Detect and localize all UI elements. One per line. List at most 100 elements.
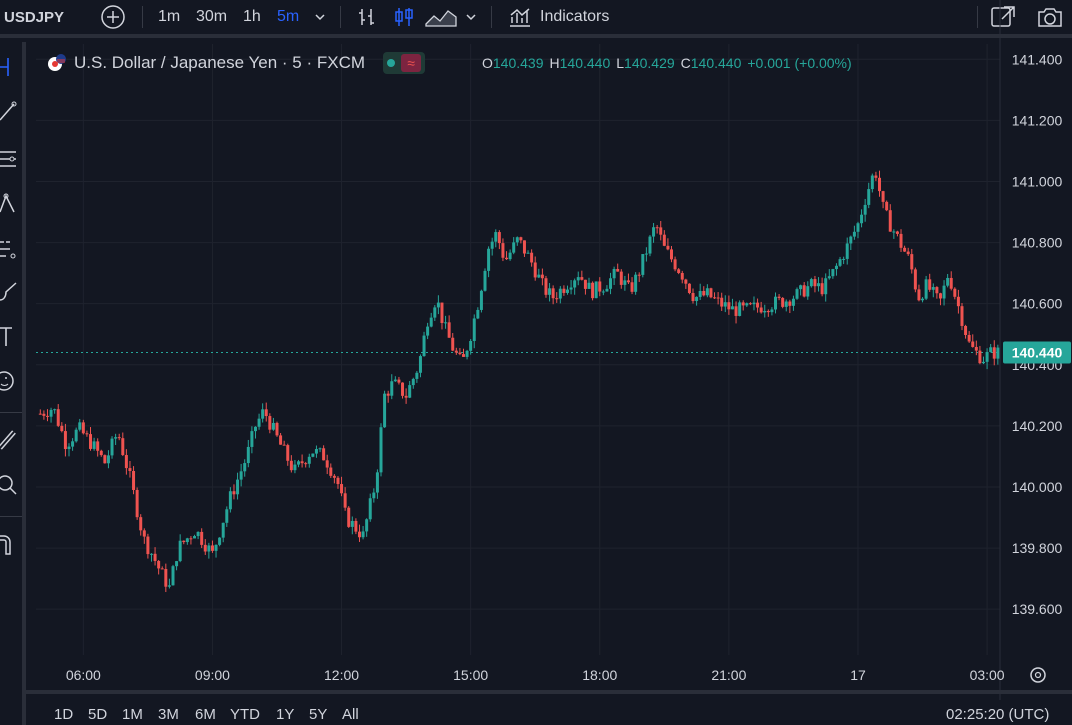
symbol-search[interactable]: USDJPY [4, 8, 65, 26]
candle-body [684, 279, 688, 284]
compare-symbol-button[interactable] [100, 0, 126, 34]
emoji-icon[interactable] [0, 368, 22, 394]
candle-body [637, 274, 641, 276]
candle-body [479, 290, 483, 310]
candle-body [960, 306, 964, 326]
bar-style-button[interactable] [356, 0, 378, 34]
fullscreen-button[interactable] [990, 0, 1016, 34]
bottom-bar-border [26, 690, 1072, 694]
candle-body [784, 301, 788, 307]
candle-body [917, 289, 921, 301]
candle-body [293, 464, 297, 471]
candle-body [476, 309, 480, 319]
axis-settings-button[interactable] [1030, 667, 1046, 683]
text-icon[interactable] [0, 324, 22, 350]
candle-body [350, 520, 354, 527]
candle-body [583, 279, 587, 289]
candle-body [515, 237, 519, 243]
candle-body [885, 201, 889, 211]
price-chart[interactable]: 141.400 141.200 141.000 140.800 140.600 140.4… [0, 0, 1072, 700]
time-axis[interactable]: 06:00 09:00 12:00 15:00 18:00 21:00 17 03:00 [66, 667, 1005, 683]
snapshot-button[interactable] [1036, 0, 1064, 34]
candle-body [487, 248, 491, 271]
indicators-button[interactable]: Indicators [508, 0, 609, 34]
range-5y[interactable]: 5Y [309, 706, 328, 723]
crosshair-icon[interactable] [0, 54, 22, 80]
candle-body [831, 269, 835, 277]
toolbar-divider [491, 6, 492, 28]
candle-body [196, 531, 200, 537]
candle-body [71, 441, 75, 447]
sidebar-divider [0, 516, 22, 517]
price-tick-label: 140.800 [1012, 235, 1063, 251]
candle-body [81, 422, 85, 434]
candles-style-button[interactable] [393, 0, 415, 34]
pattern-icon[interactable] [0, 192, 22, 218]
chart-type-dropdown[interactable] [464, 0, 478, 34]
prediction-icon[interactable] [0, 236, 22, 262]
candle-body [533, 262, 537, 278]
candle-body [472, 318, 476, 341]
candle-body [734, 306, 738, 316]
interval-1m[interactable]: 1m [158, 8, 181, 25]
candle-body [809, 279, 813, 287]
candle-body [630, 282, 634, 292]
candle-body [142, 530, 146, 537]
fib-retracement-icon[interactable] [0, 146, 22, 172]
candle-body [124, 455, 128, 469]
candles-layer [38, 170, 1000, 593]
candle-body [565, 289, 569, 293]
candle-body [429, 317, 433, 327]
time-tick-label: 18:00 [582, 667, 617, 683]
change-value: +0.001 (+0.00%) [747, 55, 852, 71]
range-1y[interactable]: 1Y [276, 706, 295, 723]
range-1d[interactable]: 1D [54, 706, 74, 723]
candle-body [892, 231, 896, 233]
area-style-button[interactable] [424, 0, 458, 34]
candle-body [307, 456, 311, 464]
candle-body [874, 175, 878, 178]
candle-body [268, 416, 272, 430]
candle-body [393, 379, 397, 382]
candle-body [766, 310, 770, 313]
trend-line-icon[interactable] [0, 98, 22, 124]
candle-body [971, 341, 975, 347]
candle-body [895, 231, 899, 234]
range-ytd[interactable]: YTD [230, 706, 260, 723]
candle-body [748, 303, 752, 305]
zoom-icon[interactable] [0, 472, 22, 498]
candle-body [655, 227, 659, 229]
candle-body [49, 409, 53, 417]
market-status-badge[interactable]: ≈ [383, 52, 426, 74]
candle-body [121, 438, 125, 456]
interval-5m[interactable]: 5m [277, 8, 300, 25]
ruler-icon[interactable] [0, 426, 22, 452]
candle-body [426, 326, 430, 336]
candle-body [171, 566, 175, 586]
candle-body [720, 297, 724, 307]
range-1m[interactable]: 1M [122, 706, 143, 723]
magnet-icon[interactable] [0, 532, 22, 558]
candle-body [67, 446, 71, 450]
candle-body [666, 245, 670, 250]
price-axis[interactable]: 141.400 141.200 141.000 140.800 140.600 140.4… [1012, 51, 1063, 617]
range-3m[interactable]: 3M [158, 706, 179, 723]
candle-body [505, 257, 509, 260]
candle-body [770, 309, 774, 313]
interval-dropdown[interactable] [313, 0, 327, 34]
range-5d[interactable]: 5D [88, 706, 108, 723]
brush-icon[interactable] [0, 280, 22, 306]
range-6m[interactable]: 6M [195, 706, 216, 723]
time-tick-label: 15:00 [453, 667, 488, 683]
price-tick-label: 141.200 [1012, 112, 1063, 128]
utc-clock[interactable]: 02:25:20 (UTC) [946, 706, 1050, 723]
symbol-legend[interactable]: U.S. Dollar / Japanese Yen · 5 · FXCM ≈ [46, 50, 426, 76]
range-all[interactable]: All [342, 706, 359, 723]
candle-body [56, 409, 60, 426]
candle-body [942, 285, 946, 299]
interval-1h[interactable]: 1h [243, 8, 261, 25]
candle-body [870, 175, 874, 190]
interval-30m[interactable]: 30m [196, 8, 228, 25]
candle-body [548, 288, 552, 295]
candle-body [433, 307, 437, 318]
